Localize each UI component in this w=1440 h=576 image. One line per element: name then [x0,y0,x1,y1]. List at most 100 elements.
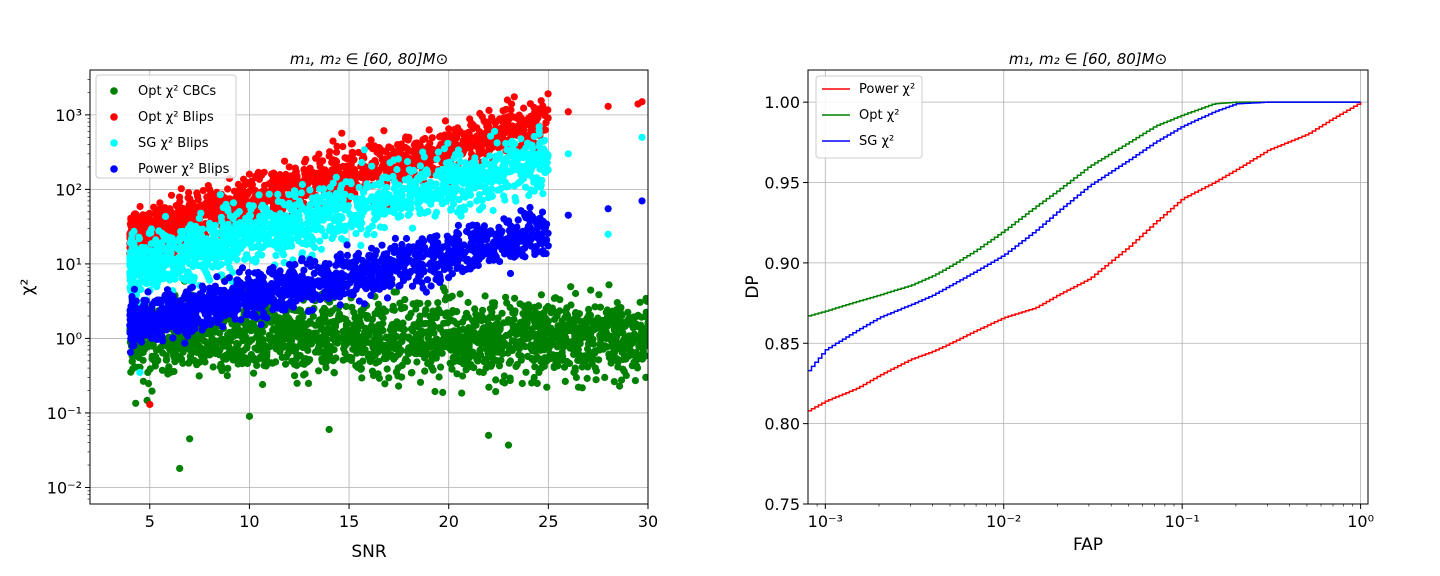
scatter-point [518,379,526,388]
scatter-point [533,379,541,387]
scatter-point [534,316,542,324]
scatter-point [440,145,448,153]
scatter-point [193,189,201,197]
scatter-point [293,361,301,369]
scatter-point [493,139,501,147]
scatter-point [306,164,314,172]
scatter-point [563,357,571,366]
scatter-point [265,331,273,339]
scatter-point [520,104,528,112]
scatter-point [282,218,290,226]
scatter-point [500,114,508,122]
scatter-point [186,435,194,443]
scatter-point [359,344,367,353]
scatter-point [470,322,478,330]
scatter-point [416,312,424,320]
scatter-point [220,355,228,363]
scatter-point [375,321,383,329]
scatter-point [259,203,267,211]
scatter-point [378,312,386,321]
scatter-point [463,346,471,355]
scatter-point [126,248,134,256]
scatter-point [133,279,141,287]
scatter-point [429,366,437,374]
scatter-point [200,337,208,345]
scatter-point [193,234,201,243]
scatter-point [166,237,174,246]
scatter-point [341,349,349,357]
scatter-point [272,358,280,366]
scatter-point [595,356,603,364]
scatter-point [376,144,384,152]
scatter-point [586,311,595,319]
scatter-point [211,262,219,270]
scatter-point [527,141,535,149]
scatter-point [159,269,167,277]
scatter-point [620,351,628,359]
scatter-point [282,227,290,235]
scatter-point [346,154,354,162]
scatter-point [332,338,340,346]
scatter-point [539,190,547,198]
scatter-point [204,202,212,211]
scatter-point [197,352,206,360]
scatter-point [192,260,200,268]
scatter-point [413,358,421,366]
scatter-point [260,361,268,370]
scatter-point [537,183,545,191]
scatter-point [146,215,154,223]
scatter-point [291,192,299,201]
scatter-point [408,224,417,232]
scatter-point [564,338,572,346]
scatter-point [241,193,249,201]
scatter-point [306,202,314,210]
scatter-point [338,129,346,137]
scatter-point [184,253,192,261]
scatter-point [176,244,184,252]
scatter-point [608,316,616,324]
scatter-point [265,180,273,188]
scatter-point [163,356,171,364]
scatter-point [517,356,525,364]
scatter-point [614,344,622,352]
scatter-point [452,345,460,353]
scatter-point [442,159,450,167]
scatter-point [385,374,393,382]
scatter-point [355,360,363,368]
scatter-point [280,251,288,259]
scatter-point [371,310,379,318]
scatter-point [605,281,613,289]
scatter-point [554,362,562,370]
scatter-point [634,323,642,331]
scatter-point [225,328,234,337]
scatter-point [133,215,142,223]
scatter-point [307,233,315,241]
scatter-point [440,319,448,327]
scatter-point [159,349,167,357]
scatter-point [408,368,416,377]
scatter-point [168,348,177,356]
scatter-point [502,105,510,113]
scatter-point [455,326,464,334]
scatter-point [370,231,378,239]
scatter-point [517,135,525,143]
scatter-point [144,380,153,388]
scatter-point [249,223,257,231]
scatter-point [588,360,596,368]
scatter-point [457,212,465,220]
scatter-point [147,229,155,237]
scatter-point [241,255,249,263]
scatter-point [326,183,335,191]
scatter-point [584,334,592,343]
scatter-point [363,314,371,322]
scatter-point [357,203,365,211]
scatter-point [516,328,524,336]
scatter-point [407,204,415,212]
scatter-point [284,242,292,250]
scatter-point [488,354,496,362]
scatter-point [437,190,445,198]
scatter-point [317,224,325,233]
scatter-point [473,353,481,361]
scatter-point [388,351,396,360]
